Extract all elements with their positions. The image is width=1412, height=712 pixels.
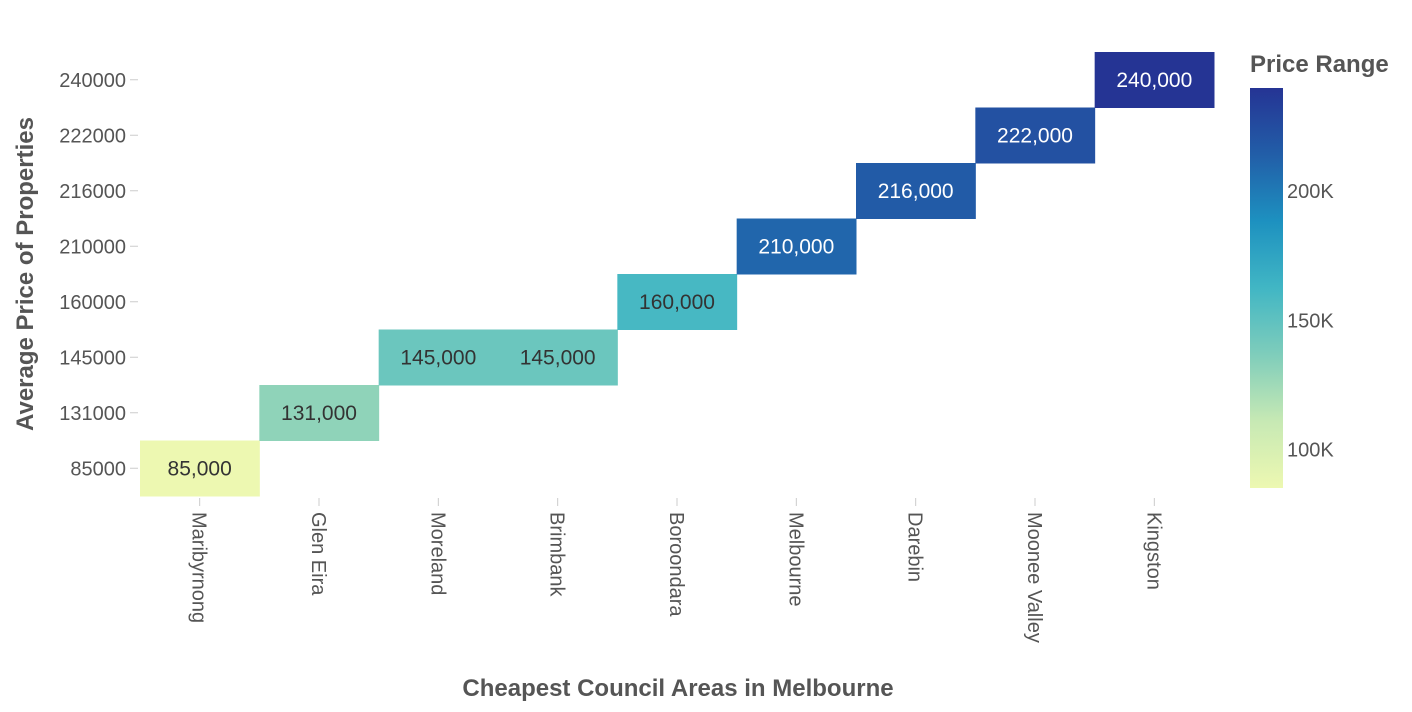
x-tick-label: Moreland [426, 512, 448, 595]
y-axis-tick-labels: 85000 131000 145000 160000 210000 216000 22200… [59, 70, 126, 481]
y-tick-label: 216000 [59, 181, 126, 203]
colorbar-ticks: 100K 150K 200K [1287, 181, 1334, 461]
cell-value-label: 131,000 [281, 402, 357, 425]
cell-value-label: 160,000 [639, 291, 715, 314]
x-axis-ticks [199, 498, 1155, 506]
x-axis-title: Cheapest Council Areas in Melbourne [462, 675, 893, 702]
y-tick-label: 222000 [59, 125, 126, 147]
x-tick-label: Maribyrnong [188, 512, 210, 623]
x-tick-label: Boroondara [665, 512, 687, 617]
y-tick-label: 240000 [59, 70, 126, 92]
heatmap-cell-labels: 85,000 131,000 145,000 145,000 160,000 210,00… [168, 69, 1193, 481]
x-tick-label: Moonee Valley [1023, 512, 1045, 643]
x-tick-label: Glen Eira [307, 512, 329, 596]
colorbar-tick-label: 100K [1287, 439, 1334, 461]
cell-value-label: 222,000 [997, 124, 1073, 147]
y-tick-label: 131000 [59, 403, 126, 425]
heatmap-cell [856, 163, 976, 219]
heatmap-cell [975, 107, 1096, 164]
heatmap-cell [140, 440, 260, 497]
heatmap-cell [1094, 52, 1215, 108]
heatmap-cell [378, 329, 499, 386]
colorbar-tick-label: 200K [1287, 181, 1334, 203]
heatmap-cell [498, 329, 618, 386]
heatmap-cell [259, 385, 380, 441]
cell-value-label: 145,000 [520, 346, 596, 369]
y-axis-title: Average Price of Properties [12, 117, 39, 431]
heatmap-cell [736, 218, 857, 275]
heatmap-cells [140, 52, 1215, 497]
heatmap-cell [617, 274, 738, 330]
colorbar-title: Price Range [1250, 51, 1389, 78]
cell-value-label: 240,000 [1116, 69, 1192, 92]
x-tick-label: Brimbank [546, 512, 568, 597]
y-tick-label: 145000 [59, 347, 126, 369]
cell-value-label: 145,000 [400, 346, 476, 369]
y-tick-label: 210000 [59, 236, 126, 258]
x-tick-label: Darebin [904, 512, 926, 582]
x-tick-label: Kingston [1142, 512, 1164, 590]
cell-value-label: 216,000 [878, 180, 954, 203]
x-axis-tick-labels: Maribyrnong Glen Eira Moreland Brimbank Boro… [188, 512, 1165, 643]
x-tick-label: Melbourne [784, 512, 806, 607]
y-tick-label: 160000 [59, 292, 126, 314]
cell-value-label: 210,000 [758, 235, 834, 258]
colorbar [1250, 88, 1283, 488]
y-tick-label: 85000 [70, 458, 126, 480]
cell-value-label: 85,000 [168, 457, 232, 480]
y-axis-ticks [130, 79, 138, 469]
colorbar-tick-label: 150K [1287, 310, 1334, 332]
